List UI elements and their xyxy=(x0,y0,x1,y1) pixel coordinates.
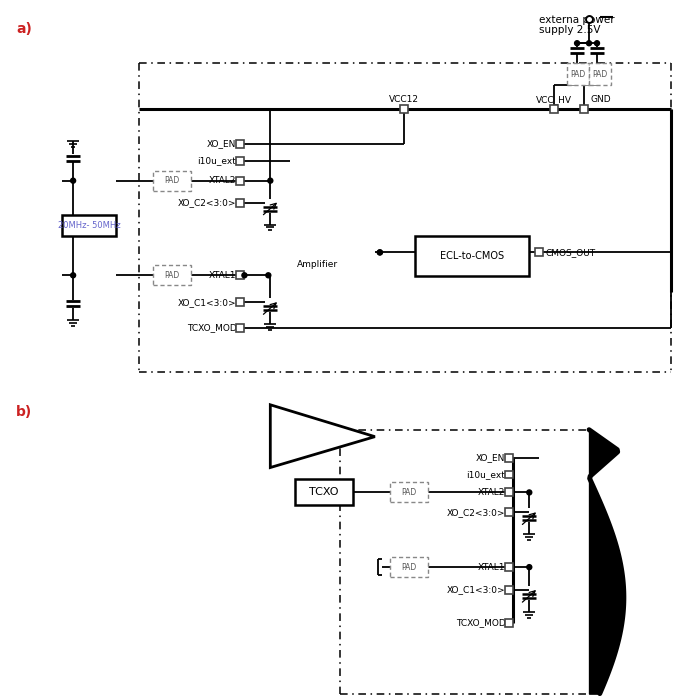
Bar xyxy=(62,214,116,237)
Text: CMOS_OUT: CMOS_OUT xyxy=(545,248,595,257)
Text: PAD: PAD xyxy=(164,271,180,280)
Text: TCXO_MOD: TCXO_MOD xyxy=(187,323,237,332)
Text: XO_C2<3:0>: XO_C2<3:0> xyxy=(178,198,237,207)
Text: b): b) xyxy=(16,405,33,419)
Bar xyxy=(567,63,589,85)
Circle shape xyxy=(594,41,599,46)
Text: PAD: PAD xyxy=(401,563,416,572)
Bar xyxy=(415,237,529,276)
Text: VCC12: VCC12 xyxy=(389,95,419,104)
Text: PAD: PAD xyxy=(164,176,180,186)
Circle shape xyxy=(377,250,382,255)
Text: 20MHz- 50MHz: 20MHz- 50MHz xyxy=(58,221,120,230)
Text: externa power: externa power xyxy=(539,15,615,25)
Text: i10u_ext: i10u_ext xyxy=(466,470,505,479)
Text: i10u_ext: i10u_ext xyxy=(198,156,237,165)
Text: Amplifier: Amplifier xyxy=(297,260,338,269)
Text: a): a) xyxy=(16,22,32,36)
Bar xyxy=(237,298,244,306)
Polygon shape xyxy=(270,405,375,468)
Bar xyxy=(237,199,244,206)
Text: XTAL1: XTAL1 xyxy=(478,563,505,572)
Text: XTAL1: XTAL1 xyxy=(209,271,237,280)
Text: PAD: PAD xyxy=(401,488,416,497)
Bar xyxy=(153,265,191,286)
Circle shape xyxy=(587,41,592,46)
Text: ECL-to-CMOS: ECL-to-CMOS xyxy=(440,251,504,261)
Bar xyxy=(505,454,514,461)
Circle shape xyxy=(527,565,532,570)
Text: XO_C2<3:0>: XO_C2<3:0> xyxy=(447,508,505,517)
Bar xyxy=(505,508,514,517)
Bar xyxy=(390,482,427,503)
Text: XO_EN: XO_EN xyxy=(476,453,505,462)
Circle shape xyxy=(575,41,580,46)
Text: PAD: PAD xyxy=(571,69,586,78)
Bar xyxy=(237,157,244,164)
Bar xyxy=(237,324,244,332)
Text: XTAL2: XTAL2 xyxy=(478,488,505,497)
Text: TCXO: TCXO xyxy=(309,487,339,498)
Bar xyxy=(505,489,514,496)
Bar xyxy=(153,171,191,190)
Circle shape xyxy=(70,273,76,278)
Text: XTAL2: XTAL2 xyxy=(209,176,237,186)
Bar xyxy=(237,140,244,148)
Text: VCC_HV: VCC_HV xyxy=(536,95,572,104)
Bar xyxy=(390,557,427,577)
Bar xyxy=(589,63,611,85)
Bar xyxy=(551,105,558,113)
Text: XO_C1<3:0>: XO_C1<3:0> xyxy=(177,298,237,307)
Text: GND: GND xyxy=(590,95,610,104)
Bar xyxy=(400,105,408,113)
Bar xyxy=(505,619,514,627)
Bar xyxy=(535,248,543,256)
Bar xyxy=(237,176,244,185)
Bar xyxy=(505,470,514,479)
Circle shape xyxy=(527,490,532,495)
Text: XO_C1<3:0>: XO_C1<3:0> xyxy=(447,585,505,594)
Circle shape xyxy=(377,250,382,255)
Text: TCXO_MOD: TCXO_MOD xyxy=(456,618,505,627)
Bar xyxy=(295,480,353,505)
Circle shape xyxy=(266,273,271,278)
Text: PAD: PAD xyxy=(592,69,608,78)
Circle shape xyxy=(268,178,273,183)
Bar xyxy=(237,272,244,279)
Circle shape xyxy=(70,178,76,183)
Text: supply 2.5V: supply 2.5V xyxy=(539,25,601,35)
Bar xyxy=(580,105,588,113)
Circle shape xyxy=(242,273,247,278)
Text: XO_EN: XO_EN xyxy=(207,139,237,148)
Bar xyxy=(505,586,514,594)
Bar xyxy=(505,564,514,571)
